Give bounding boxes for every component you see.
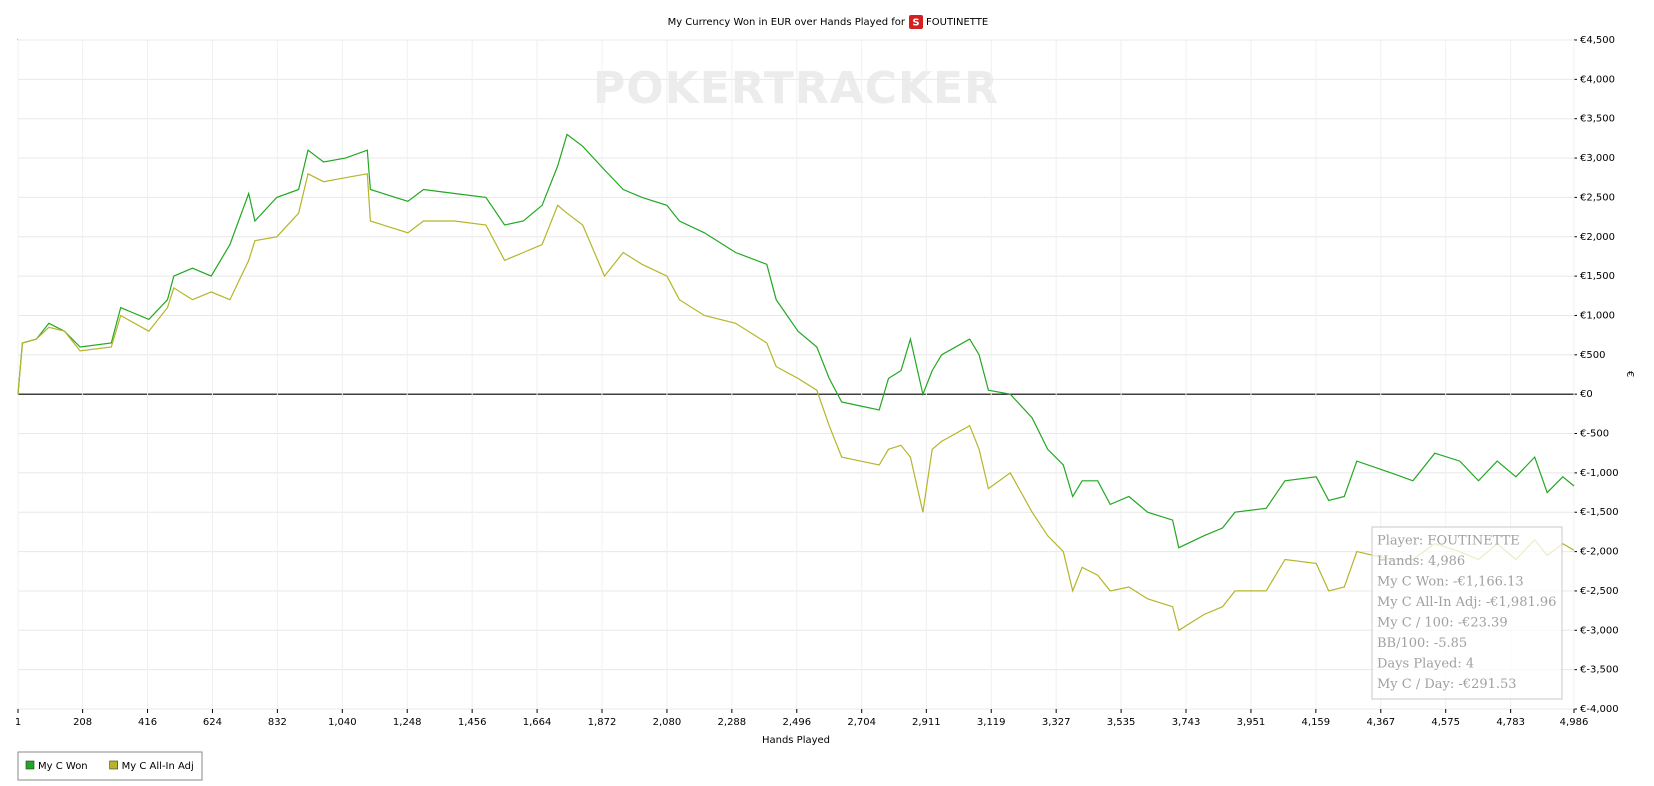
info-line: BB/100: -5.85 [1377, 636, 1467, 651]
series-line [17, 133, 1575, 549]
x-tick-label: 4,159 [1302, 717, 1331, 728]
x-tick-label: 4,783 [1496, 717, 1525, 728]
legend-label: My C Won [38, 761, 88, 772]
x-tick-label: 1,872 [588, 717, 617, 728]
x-tick-label: 2,288 [718, 717, 747, 728]
x-tick-label: 1,664 [523, 717, 552, 728]
info-line: Player: FOUTINETTE [1377, 534, 1520, 549]
x-tick-label: 1 [15, 717, 21, 728]
y-tick-label: €500 [1580, 350, 1605, 361]
y-tick-label: €-3,000 [1580, 625, 1619, 636]
x-tick-label: 2,080 [653, 717, 682, 728]
plot-area [17, 39, 1575, 710]
y-tick-label: €4,000 [1580, 74, 1615, 85]
svg-text:S: S [912, 18, 919, 29]
y-tick-label: €3,000 [1580, 153, 1615, 164]
x-tick-label: 2,704 [847, 717, 876, 728]
y-tick-label: €2,000 [1580, 232, 1615, 243]
info-box [1371, 526, 1563, 700]
x-tick-label: 3,951 [1237, 717, 1266, 728]
x-tick-label: 4,367 [1366, 717, 1395, 728]
chart-title-player: FOUTINETTE [926, 17, 988, 28]
y-tick-label: €-2,000 [1580, 547, 1619, 558]
x-tick-label: 2,911 [912, 717, 941, 728]
info-line: Hands: 4,986 [1377, 554, 1465, 569]
x-tick-label: 3,327 [1042, 717, 1071, 728]
watermark: POKERTRACKER [593, 63, 999, 114]
x-tick-label: 1,456 [458, 717, 487, 728]
y-tick-label: €-4,000 [1580, 704, 1619, 715]
y-tick-label: €1,500 [1580, 271, 1615, 282]
y-axis-label: € [1624, 371, 1635, 377]
info-line: Days Played: 4 [1377, 657, 1474, 672]
y-tick-label: €1,000 [1580, 310, 1615, 321]
info-line: My C Won: -€1,166.13 [1377, 575, 1524, 590]
chart-title: My Currency Won in EUR over Hands Played… [668, 17, 906, 28]
x-tick-label: 208 [73, 717, 92, 728]
y-tick-label: €0 [1580, 389, 1593, 400]
y-tick-label: €-500 [1580, 429, 1609, 440]
info-line: My C / 100: -€23.39 [1377, 616, 1508, 631]
x-tick-label: 624 [203, 717, 222, 728]
x-tick-label: 416 [138, 717, 157, 728]
y-tick-label: €-1,000 [1580, 468, 1619, 479]
y-tick-label: €-3,500 [1580, 665, 1619, 676]
legend-marker [109, 760, 118, 770]
x-axis-label: Hands Played [762, 735, 830, 746]
y-tick-label: €4,500 [1580, 35, 1615, 46]
info-line: My C All-In Adj: -€1,981.96 [1377, 595, 1556, 610]
x-tick-label: 3,535 [1107, 717, 1136, 728]
x-tick-label: 4,575 [1431, 717, 1460, 728]
legend-marker [25, 760, 35, 770]
site-icon: S [909, 15, 923, 29]
x-tick-label: 4,986 [1560, 717, 1589, 728]
x-tick-label: 1,040 [328, 717, 357, 728]
x-tick-label: 832 [268, 717, 287, 728]
y-tick-label: €2,500 [1580, 192, 1615, 203]
y-tick-label: €-2,500 [1580, 586, 1619, 597]
x-tick-label: 3,743 [1172, 717, 1201, 728]
y-tick-label: €3,500 [1580, 114, 1615, 125]
x-tick-label: 3,119 [977, 717, 1006, 728]
series-line [17, 172, 1575, 632]
legend-label: My C All-In Adj [122, 761, 194, 772]
x-tick-label: 1,248 [393, 717, 422, 728]
y-tick-label: €-1,500 [1580, 507, 1619, 518]
x-tick-label: 2,496 [782, 717, 811, 728]
info-line: My C / Day: -€291.53 [1377, 677, 1517, 692]
